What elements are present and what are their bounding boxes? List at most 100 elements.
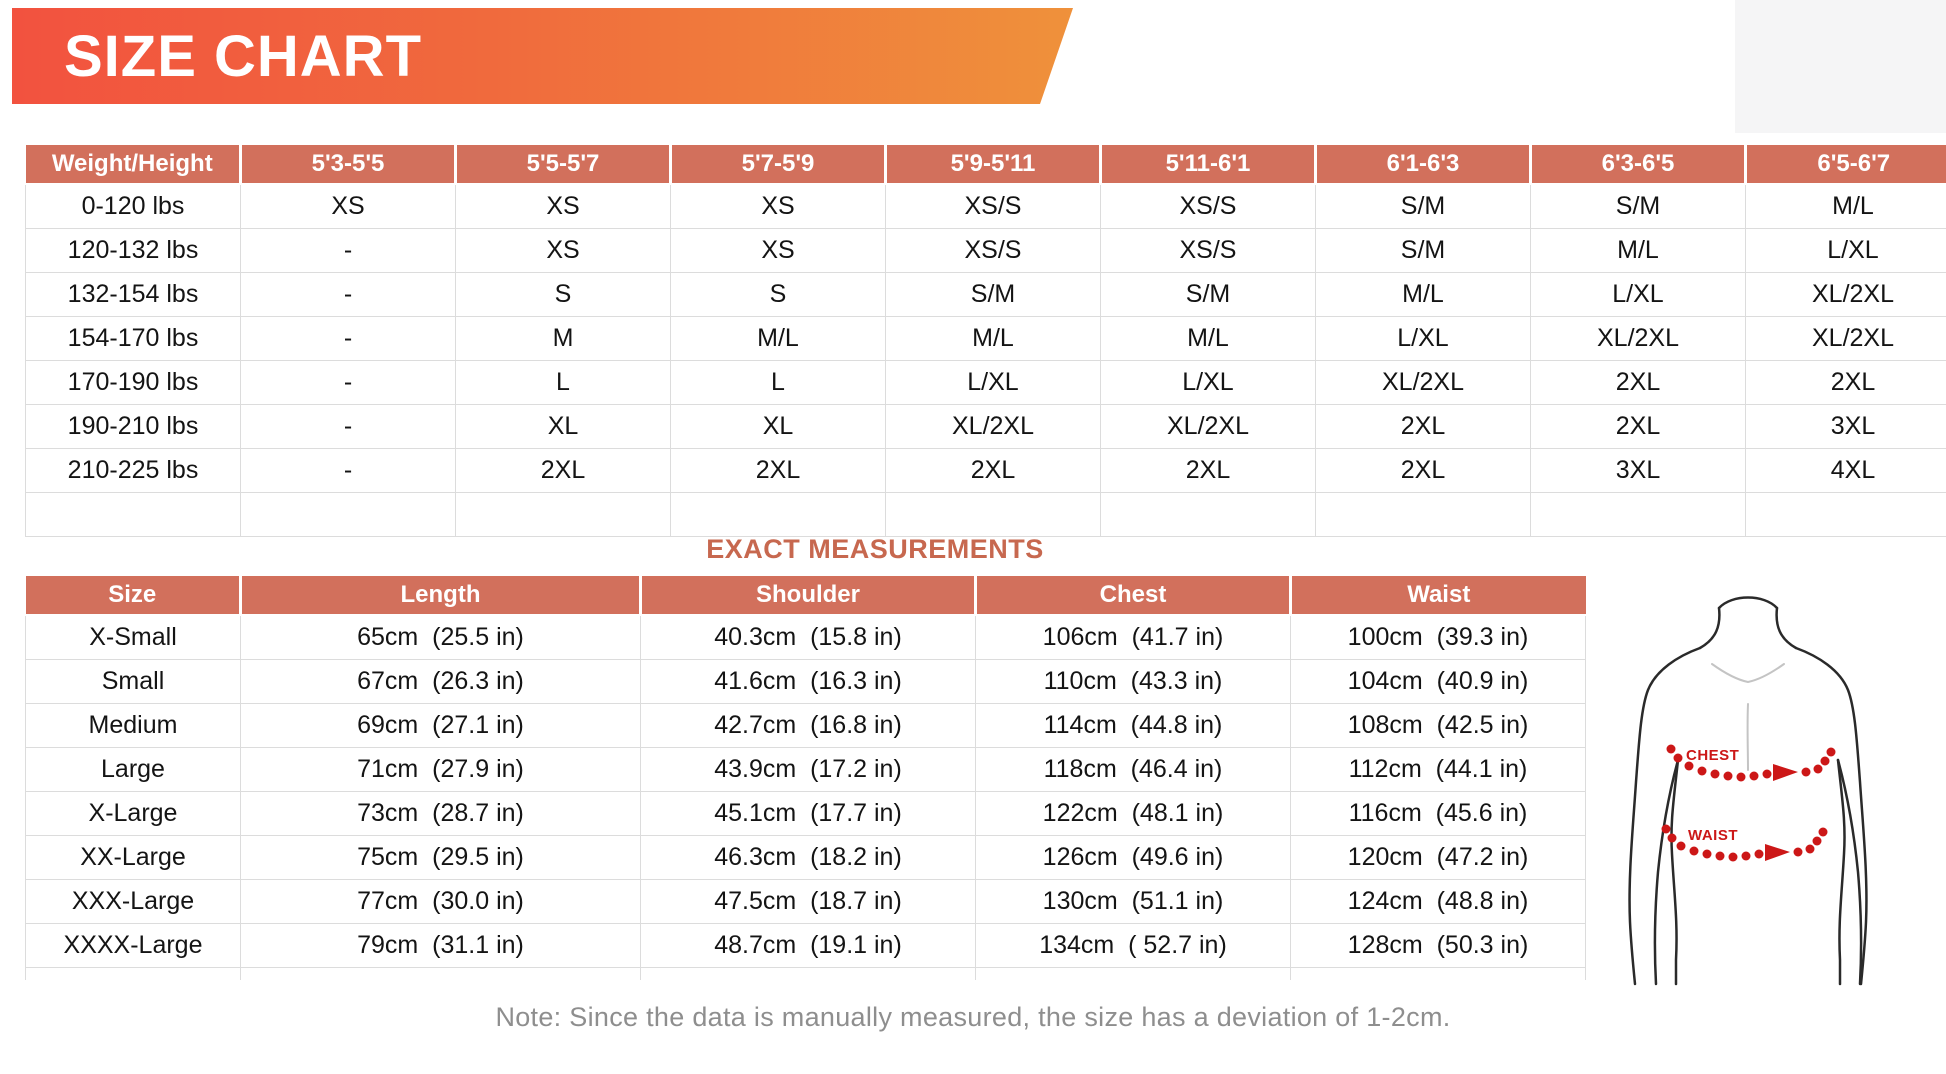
table-cell: 40.3cm (15.8 in)	[640, 614, 976, 660]
table-cell: 2XL	[1315, 448, 1531, 493]
table-cell: XS/S	[885, 183, 1101, 229]
column-header: 6'5-6'7	[1744, 145, 1946, 185]
table-row: 170-190 lbs - L L L/XL L/XL XL/2XL 2XL 2XL	[25, 360, 1946, 405]
table-cell: 48.7cm (19.1 in)	[640, 923, 976, 968]
table-cell: S/M	[1530, 183, 1746, 229]
table-cell: 210-225 lbs	[25, 448, 241, 493]
measurements-table: Size Length Shoulder Chest Waist X-Small 65cm…	[25, 576, 1586, 980]
table-cell: XS	[670, 183, 886, 229]
page-title: SIZE CHART	[64, 23, 422, 89]
table-cell: 69cm (27.1 in)	[240, 703, 641, 748]
table-cell	[1100, 492, 1316, 537]
table-cell: 2XL	[455, 448, 671, 493]
table-cell: 42.7cm (16.8 in)	[640, 703, 976, 748]
table-cell: 120-132 lbs	[25, 228, 241, 273]
table-cell: XL/2XL	[1530, 316, 1746, 361]
column-header: Chest	[974, 576, 1291, 616]
table-cell: XL	[455, 404, 671, 449]
column-header: Weight/Height	[25, 145, 241, 185]
table-cell: -	[240, 360, 456, 405]
column-header: 5'9-5'11	[884, 145, 1101, 185]
table-cell: 2XL	[1530, 360, 1746, 405]
table-cell: S/M	[1100, 272, 1316, 317]
exact-measurements-title: EXACT MEASUREMENTS	[706, 534, 1044, 564]
table-cell: 132-154 lbs	[25, 272, 241, 317]
waist-measure-line: WAIST	[1661, 824, 1828, 862]
column-header: Shoulder	[639, 576, 976, 616]
table-cell	[670, 492, 886, 537]
column-header: Waist	[1289, 576, 1586, 616]
table-cell: 128cm (50.3 in)	[1290, 923, 1586, 968]
table-cell: XS	[455, 228, 671, 273]
table-cell: XS/S	[1100, 228, 1316, 273]
header-row: Size Length Shoulder Chest Waist	[25, 576, 1586, 616]
table-cell	[455, 492, 671, 537]
table-cell: XL/2XL	[1745, 272, 1946, 317]
table-cell: 2XL	[1315, 404, 1531, 449]
table-row: XXXX-Large 79cm (31.1 in) 48.7cm (19.1 in)…	[25, 923, 1586, 968]
table-row: Small 67cm (26.3 in) 41.6cm (16.3 in) 110cm…	[25, 659, 1586, 704]
table-cell	[240, 492, 456, 537]
table-cell: 2XL	[1100, 448, 1316, 493]
table-cell: 0-120 lbs	[25, 183, 241, 229]
table-cell: 126cm (49.6 in)	[975, 835, 1291, 880]
table-row: Medium 69cm (27.1 in) 42.7cm (16.8 in) 114c…	[25, 703, 1586, 748]
measurements-table-container: Size Length Shoulder Chest Waist X-Small 65cm…	[25, 576, 1587, 980]
table-cell: Large	[25, 747, 241, 792]
table-cell: XS/S	[885, 228, 1101, 273]
table-cell: L	[670, 360, 886, 405]
table-cell	[885, 492, 1101, 537]
table-cell	[1315, 492, 1531, 537]
table-row: 210-225 lbs -2XL 2XL 2XL 2XL 2XL 3XL 4XL	[25, 448, 1946, 493]
table-row: X-Small 65cm (25.5 in) 40.3cm (15.8 in) 106…	[25, 614, 1586, 660]
column-header: Length	[239, 576, 641, 616]
table-cell: 77cm (30.0 in)	[240, 879, 641, 924]
column-header: 6'3-6'5	[1529, 145, 1746, 185]
table-cell: M/L	[670, 316, 886, 361]
table-cell: XX-Large	[25, 835, 241, 880]
table-cell: 100cm (39.3 in)	[1290, 614, 1586, 660]
table-cell: L/XL	[1530, 272, 1746, 317]
table-cell: S/M	[885, 272, 1101, 317]
table-cell: L/XL	[885, 360, 1101, 405]
table-cell	[25, 492, 241, 537]
table-cell: XL/2XL	[1745, 316, 1946, 361]
column-header: Size	[25, 576, 241, 616]
table-cell: XL/2XL	[1100, 404, 1316, 449]
measurements-table-body: X-Small 65cm (25.5 in) 40.3cm (15.8 in) 106…	[25, 614, 1586, 980]
table-cell	[25, 967, 241, 980]
table-row: Large 71cm (27.9 in) 43.9cm (17.2 in) 118cm…	[25, 747, 1586, 792]
weight-height-size-table-container: Weight/Height 5'3-5'5 5'5-5'7 5'7-5'9 5'9-5'…	[25, 145, 1946, 537]
weight-height-size-table: Weight/Height 5'3-5'5 5'5-5'7 5'7-5'9 5'9-5'…	[25, 145, 1946, 537]
table-cell: 2XL	[670, 448, 886, 493]
size-chart-banner: SIZE CHART	[12, 8, 1073, 104]
table-cell: M/L	[1745, 183, 1946, 229]
table-row: XXX-Large 77cm (30.0 in) 47.5cm (18.7 in) 1…	[25, 879, 1586, 924]
waist-label: WAIST	[1688, 827, 1738, 844]
table-cell: 170-190 lbs	[25, 360, 241, 405]
table-cell: -	[240, 228, 456, 273]
table-cell: M/L	[1530, 228, 1746, 273]
top-right-gray-block	[1735, 0, 1946, 133]
table-cell: L/XL	[1315, 316, 1531, 361]
table-cell: 4XL	[1745, 448, 1946, 493]
table-cell: 114cm (44.8 in)	[975, 703, 1291, 748]
torso-figure-icon: CHEST WAIST	[1628, 596, 1868, 986]
table-cell: 46.3cm (18.2 in)	[640, 835, 976, 880]
table-cell: M	[455, 316, 671, 361]
table-cell	[640, 967, 976, 980]
table-cell: 108cm (42.5 in)	[1290, 703, 1586, 748]
table-cell: 3XL	[1745, 404, 1946, 449]
table-cell: S/M	[1315, 228, 1531, 273]
measurements-table-header: Size Length Shoulder Chest Waist	[25, 576, 1586, 616]
table-cell: XXXX-Large	[25, 923, 241, 968]
deviation-note: Note: Since the data is manually measure…	[495, 1002, 1451, 1032]
table-cell: 3XL	[1530, 448, 1746, 493]
table-cell: 67cm (26.3 in)	[240, 659, 641, 704]
table-cell: 122cm (48.1 in)	[975, 791, 1291, 836]
table-cell: XS	[455, 183, 671, 229]
table-cell: 2XL	[1745, 360, 1946, 405]
column-header: 5'11-6'1	[1099, 145, 1316, 185]
table-cell: 43.9cm (17.2 in)	[640, 747, 976, 792]
table-row: 190-210 lbs - XL XL XL/2XL XL/2XL 2XL 2XL 3XL	[25, 404, 1946, 449]
